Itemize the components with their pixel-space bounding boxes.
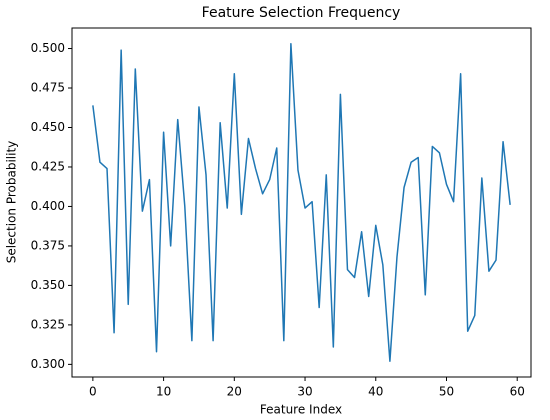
data-line: [92, 43, 511, 362]
y-tick-label: 0.300: [31, 357, 65, 371]
y-tick-label: 0.425: [31, 159, 65, 173]
y-tick-label: 0.500: [31, 41, 65, 55]
y-tick-label: 0.325: [31, 317, 65, 331]
x-tick-label: 50: [439, 385, 454, 399]
y-tick-label: 0.400: [31, 199, 65, 213]
y-tick-label: 0.350: [31, 278, 65, 292]
x-tick-label: 60: [510, 385, 525, 399]
chart-title: Feature Selection Frequency: [202, 5, 401, 21]
x-tick-label: 40: [368, 385, 383, 399]
y-tick-label: 0.375: [31, 238, 65, 252]
x-tick-label: 0: [89, 385, 97, 399]
y-axis-label: Selection Probability: [5, 141, 19, 264]
x-tick-label: 10: [156, 385, 171, 399]
x-tick-label: 20: [227, 385, 242, 399]
y-tick-label: 0.450: [31, 120, 65, 134]
x-tick-label: 30: [297, 385, 312, 399]
y-tick-label: 0.475: [31, 81, 65, 95]
x-axis-label: Feature Index: [260, 403, 342, 417]
plot-frame: [71, 27, 532, 378]
